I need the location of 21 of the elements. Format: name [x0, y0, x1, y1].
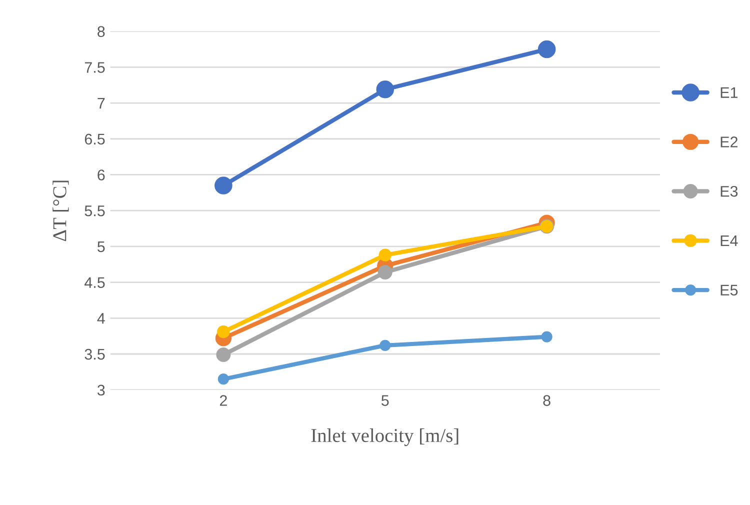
y-tick-label: 3 — [97, 384, 105, 396]
y-tick-label: 6 — [98, 170, 105, 180]
y-tick-label: 7 — [98, 98, 105, 109]
legend-label: E5 — [720, 284, 738, 296]
y-tick-label: 7.5 — [84, 62, 105, 73]
legend-label: E1 — [720, 87, 738, 98]
y-tick-label: 4 — [97, 313, 105, 324]
legend-label: E3 — [720, 186, 738, 197]
y-axis-title: ΔT [°C] — [52, 180, 69, 242]
y-tick-label: 6.5 — [84, 134, 105, 145]
x-tick-label: 8 — [543, 395, 550, 406]
y-tick-label: 5 — [98, 241, 105, 252]
x-axis-title: Inlet velocity [m/s] — [311, 428, 458, 446]
x-tick-label: 2 — [220, 395, 227, 406]
x-tick-label: 5 — [381, 395, 389, 406]
y-tick-label: 5.5 — [84, 206, 105, 216]
legend-label: E2 — [720, 136, 738, 148]
y-tick-label: 4.5 — [84, 277, 105, 288]
legend-label: E4 — [720, 235, 738, 246]
y-tick-label: 3.5 — [84, 348, 105, 360]
y-tick-label: 8 — [98, 26, 105, 37]
